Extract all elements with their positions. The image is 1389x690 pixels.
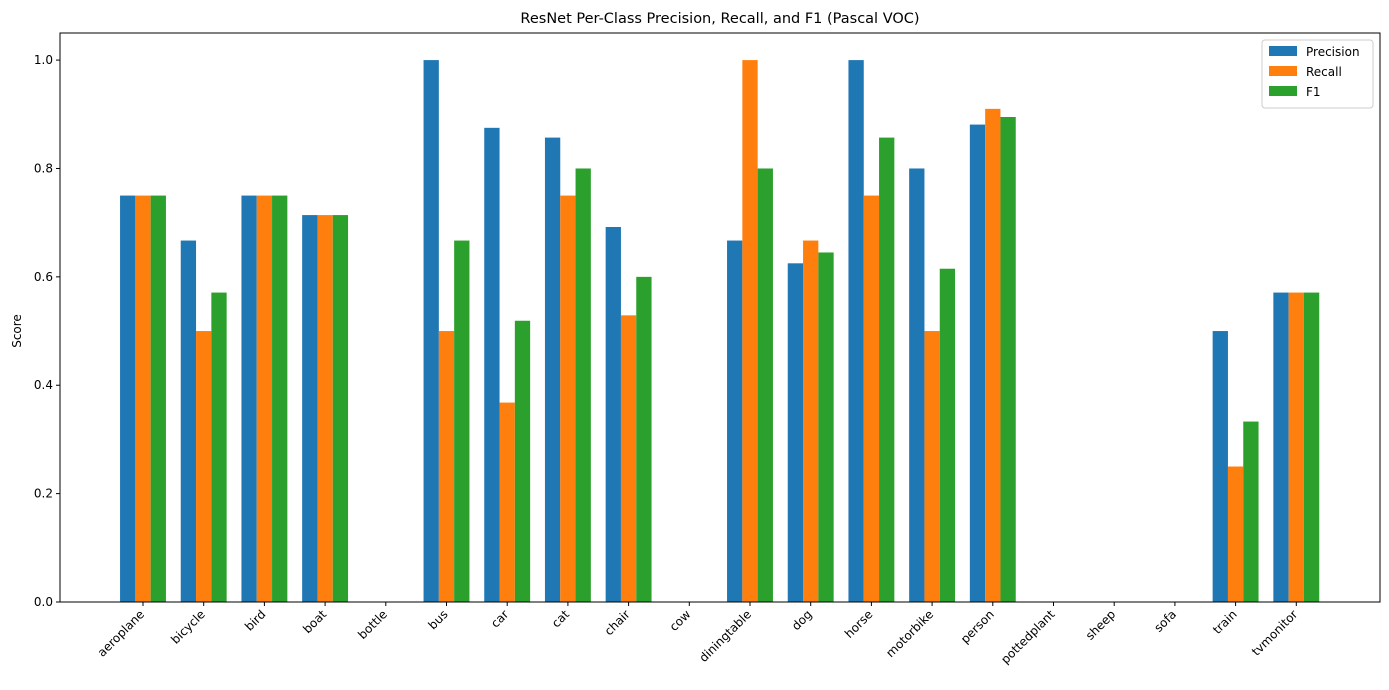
bar-f1-train xyxy=(1243,421,1259,602)
bar-recall-bicycle xyxy=(196,331,212,602)
x-tick-label-motorbike: motorbike xyxy=(883,607,936,660)
bar-recall-dog xyxy=(803,240,819,603)
bar-precision-dog xyxy=(787,263,804,602)
x-tick-label-horse: horse xyxy=(842,607,876,641)
legend-label-precision: Precision xyxy=(1306,45,1360,59)
bar-f1-aeroplane xyxy=(150,195,166,602)
bar-precision-motorbike xyxy=(909,168,925,603)
y-tick-label: 0.8 xyxy=(34,161,53,175)
bar-precision-horse xyxy=(848,60,864,603)
x-tick-label-sheep: sheep xyxy=(1083,607,1119,643)
bar-f1-diningtable xyxy=(757,168,773,603)
y-tick-label: 1.0 xyxy=(34,53,53,67)
y-axis-ticks: 0.0 0.2 0.4 0.6 0.8 1.0 xyxy=(34,53,60,609)
bar-precision-tvmonitor xyxy=(1273,292,1289,602)
x-tick-label-sofa: sofa xyxy=(1151,607,1179,635)
bar-precision-chair xyxy=(605,227,621,602)
legend-label-recall: Recall xyxy=(1306,65,1342,79)
legend-swatch-precision xyxy=(1269,46,1297,56)
y-tick-label: 0.0 xyxy=(34,595,53,609)
bar-precision-bicycle xyxy=(180,240,197,603)
bar-precision-boat xyxy=(302,215,318,602)
bar-precision-train xyxy=(1212,331,1228,602)
x-tick-label-cow: cow xyxy=(667,607,694,634)
x-tick-label-pottedplant: pottedplant xyxy=(998,607,1058,667)
bar-precision-bus xyxy=(423,60,439,603)
bar-recall-horse xyxy=(863,195,880,602)
bar-f1-horse xyxy=(879,137,895,602)
bar-f1-person xyxy=(1000,117,1016,602)
bar-f1-bicycle xyxy=(211,292,227,602)
bar-f1-cat xyxy=(575,168,591,603)
bar-recall-car xyxy=(499,402,515,602)
x-tick-label-cat: cat xyxy=(549,607,572,630)
y-tick-label: 0.4 xyxy=(34,378,53,392)
bar-precision-cat xyxy=(544,137,561,602)
bar-recall-chair xyxy=(620,315,637,602)
y-tick-label: 0.2 xyxy=(34,487,53,501)
bar-recall-bus xyxy=(438,331,455,602)
bar-recall-train xyxy=(1227,466,1244,602)
legend-swatch-f1 xyxy=(1269,86,1297,96)
bar-recall-motorbike xyxy=(924,331,940,602)
bar-recall-boat xyxy=(317,215,333,602)
bar-f1-boat xyxy=(332,215,349,602)
bar-recall-bird xyxy=(256,195,273,602)
x-tick-label-bicycle: bicycle xyxy=(168,607,208,647)
legend-label-f1: F1 xyxy=(1306,85,1321,99)
x-tick-label-chair: chair xyxy=(602,607,633,638)
bar-precision-car xyxy=(484,127,500,602)
bar-f1-tvmonitor xyxy=(1303,292,1320,602)
bar-precision-bird xyxy=(241,195,257,602)
bar-recall-person xyxy=(985,108,1001,603)
x-axis-ticks: aeroplane bicycle bird boat bottle bus car cat c… xyxy=(95,602,1300,667)
x-tick-label-dog: dog xyxy=(789,607,815,633)
bar-precision-aeroplane xyxy=(120,195,136,602)
bar-f1-car xyxy=(514,320,531,602)
x-tick-label-bottle: bottle xyxy=(355,607,390,642)
bar-f1-chair xyxy=(636,276,652,602)
legend-swatch-recall xyxy=(1269,66,1297,76)
bar-precision-person xyxy=(969,124,986,602)
bars-group xyxy=(120,60,1320,603)
y-tick-label: 0.6 xyxy=(34,270,53,284)
bar-f1-bus xyxy=(454,240,470,603)
x-tick-label-car: car xyxy=(488,607,511,630)
bar-recall-cat xyxy=(560,195,576,602)
y-axis-label: Score xyxy=(10,314,24,348)
x-tick-label-aeroplane: aeroplane xyxy=(95,607,147,659)
bar-recall-aeroplane xyxy=(135,195,151,602)
x-tick-label-diningtable: diningtable xyxy=(696,607,754,665)
chart-title: ResNet Per-Class Precision, Recall, and … xyxy=(520,11,919,27)
x-tick-label-bus: bus xyxy=(426,607,451,632)
x-tick-label-bird: bird xyxy=(242,607,268,633)
bar-recall-diningtable xyxy=(742,60,758,603)
x-tick-label-tvmonitor: tvmonitor xyxy=(1249,607,1300,658)
legend: Precision Recall F1 xyxy=(1261,39,1374,109)
bar-f1-bird xyxy=(272,195,288,602)
bar-precision-diningtable xyxy=(727,240,743,603)
bar-f1-motorbike xyxy=(939,268,956,602)
bar-f1-dog xyxy=(818,252,834,602)
x-tick-label-train: train xyxy=(1210,607,1240,637)
x-tick-label-person: person xyxy=(958,607,997,646)
x-tick-label-boat: boat xyxy=(300,607,329,636)
bar-recall-tvmonitor xyxy=(1288,292,1304,602)
plot-frame xyxy=(59,32,1381,603)
